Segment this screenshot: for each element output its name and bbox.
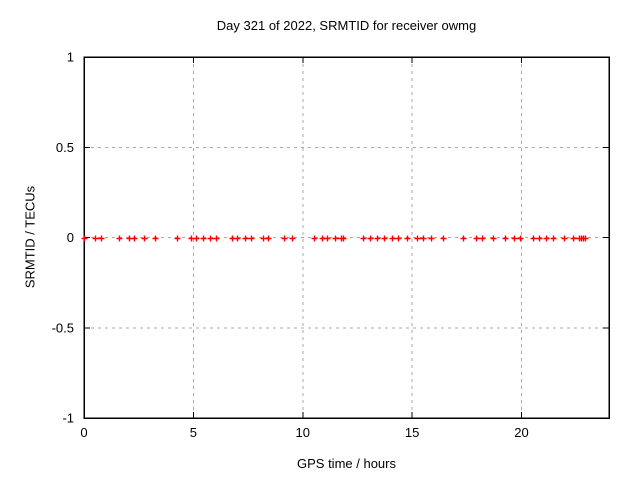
svg-text:1: 1 xyxy=(67,50,74,65)
svg-text:-0.5: -0.5 xyxy=(52,320,74,335)
svg-text:20: 20 xyxy=(514,425,528,440)
svg-text:0.5: 0.5 xyxy=(56,140,74,155)
gridlines xyxy=(83,56,609,419)
svg-text:5: 5 xyxy=(190,425,197,440)
svg-text:-1: -1 xyxy=(62,411,74,426)
svg-text:10: 10 xyxy=(296,425,310,440)
data-markers xyxy=(81,235,589,242)
svg-text:15: 15 xyxy=(405,425,419,440)
svg-text:0: 0 xyxy=(67,230,74,245)
svg-text:0: 0 xyxy=(80,425,87,440)
chart-title: Day 321 of 2022, SRMTID for receiver owm… xyxy=(216,18,477,33)
tick-labels: 0 5 10 15 20 -1 -0.5 0 0.5 1 xyxy=(52,50,529,441)
x-axis-label: GPS time / hours xyxy=(297,456,396,471)
